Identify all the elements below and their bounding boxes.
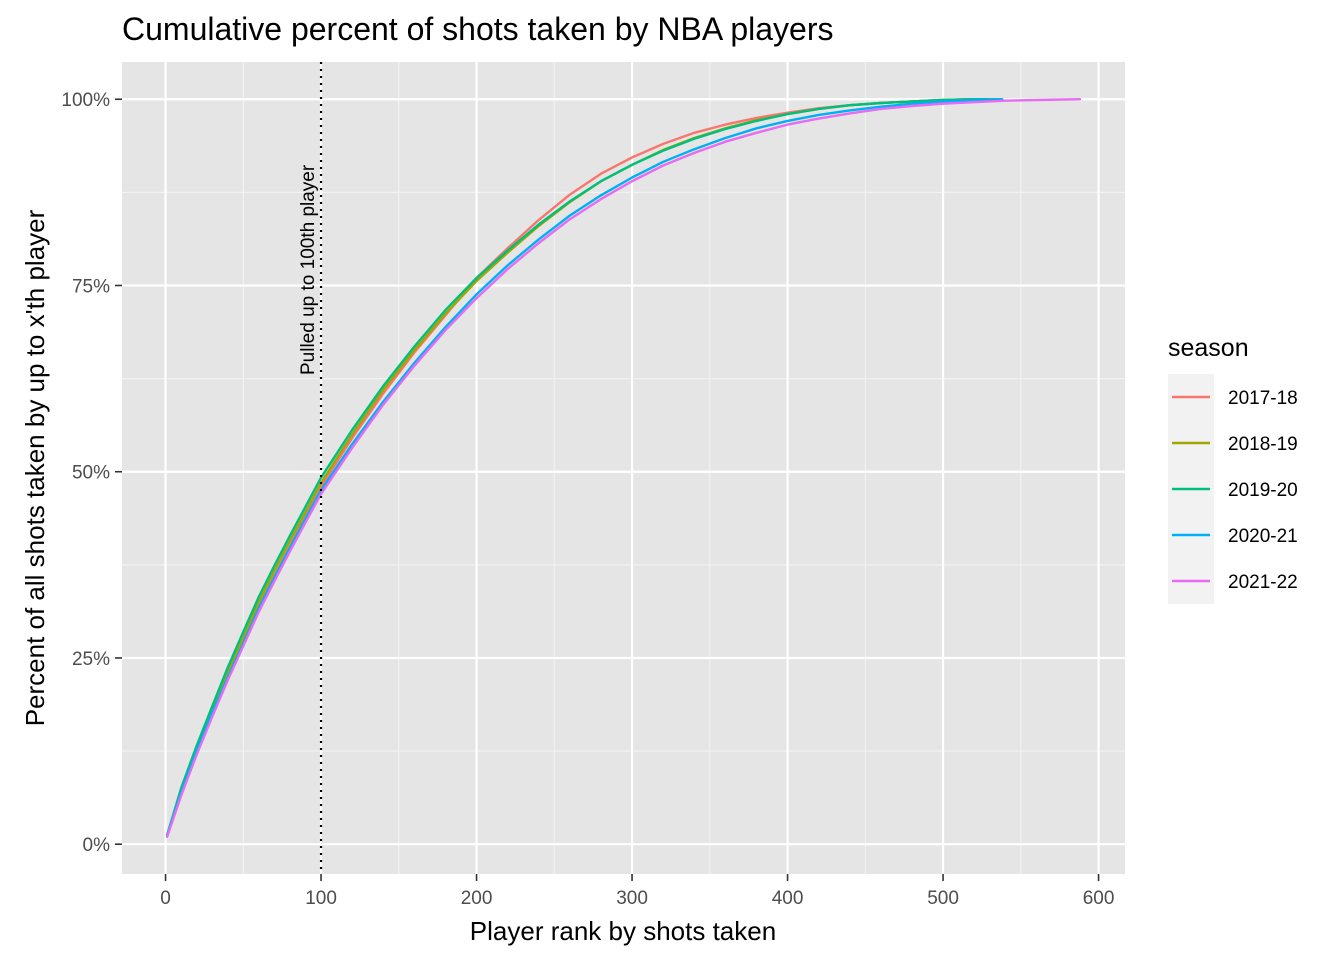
legend: season 2017-18 2018-19 2019-20 2020-21 2021-… [1168, 334, 1298, 604]
minor-gridlines [122, 62, 1125, 874]
y-tick-label: 0% [83, 835, 111, 856]
legend-label-2019-20: 2019-20 [1228, 480, 1298, 501]
x-tick-label: 400 [772, 888, 804, 909]
major-gridlines [122, 62, 1125, 874]
series-lines [165, 98, 1082, 838]
legend-title: season [1168, 334, 1249, 362]
x-tick-label: 0 [160, 888, 171, 909]
y-axis-title: Percent of all shots taken by up to x'th… [20, 209, 50, 726]
y-tick-label: 25% [72, 649, 110, 670]
chart-title: Cumulative percent of shots taken by NBA… [122, 11, 833, 47]
legend-label-2021-22: 2021-22 [1228, 572, 1298, 593]
y-axis-ticks: 0% 25% 50% 75% 100% [61, 90, 122, 856]
x-tick-label: 200 [461, 888, 493, 909]
y-tick-label: 50% [72, 463, 110, 484]
y-tick-label: 75% [72, 276, 110, 297]
x-tick-label: 600 [1083, 888, 1115, 909]
plot-panel [122, 62, 1125, 874]
series-line-2021-22 [165, 98, 1082, 838]
x-tick-label: 500 [927, 888, 959, 909]
legend-items: 2017-18 2018-19 2019-20 2020-21 2021-22 [1172, 388, 1298, 593]
series-line-2020-21 [165, 98, 1004, 837]
x-tick-label: 300 [616, 888, 648, 909]
y-tick-label: 100% [61, 90, 110, 111]
series-line-2019-20 [165, 98, 988, 837]
reference-line-label: Pulled up to 100th player [298, 164, 319, 375]
legend-label-2020-21: 2020-21 [1228, 526, 1298, 547]
x-axis-title: Player rank by shots taken [470, 916, 776, 946]
x-axis-ticks: 0 100 200 300 400 500 600 [160, 874, 1114, 909]
x-tick-label: 100 [305, 888, 337, 909]
legend-label-2017-18: 2017-18 [1228, 388, 1298, 409]
legend-label-2018-19: 2018-19 [1228, 434, 1298, 455]
